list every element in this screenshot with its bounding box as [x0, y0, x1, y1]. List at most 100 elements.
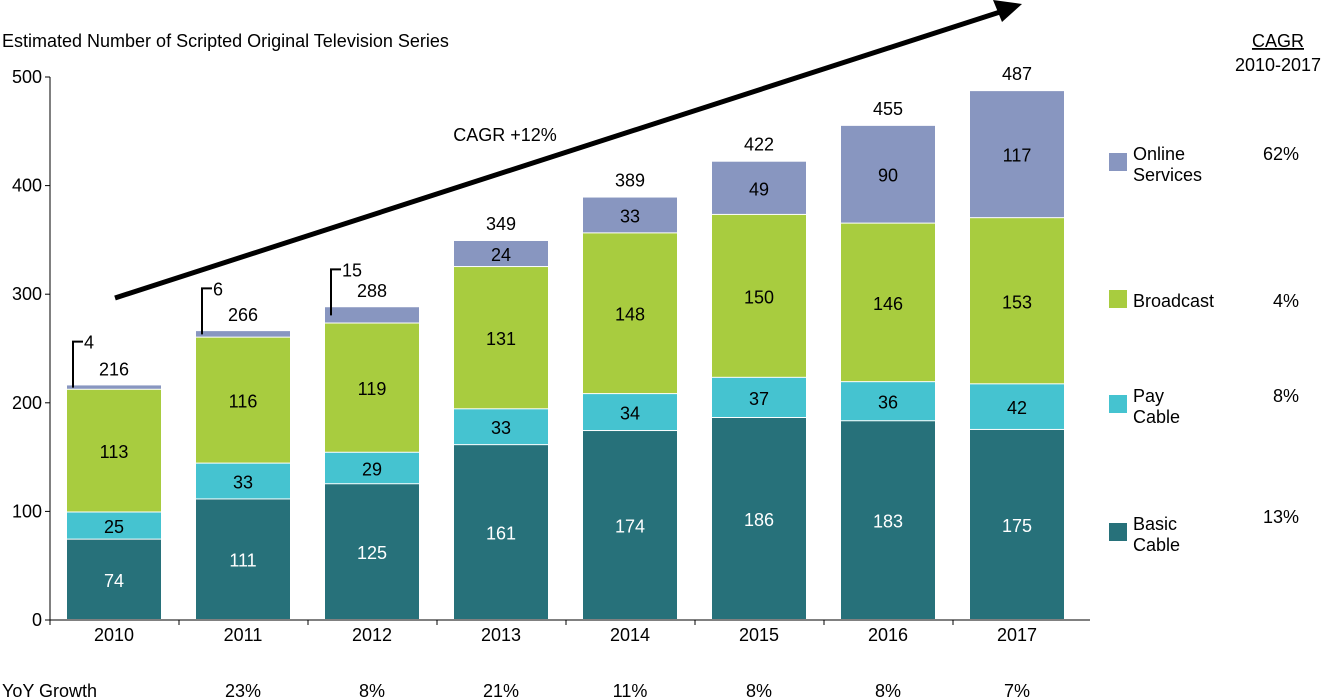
yoy-value: 21% — [483, 681, 519, 699]
total-label: 389 — [615, 171, 645, 191]
yoy-value: 23% — [225, 681, 261, 699]
x-tick-label: 2010 — [94, 625, 134, 645]
data-label: 33 — [491, 418, 511, 438]
total-label: 216 — [99, 359, 129, 379]
cagr-period: 2010-2017 — [1235, 55, 1321, 75]
bar-segment — [970, 384, 1064, 429]
total-label: 487 — [1002, 64, 1032, 84]
leader-line — [72, 340, 83, 388]
data-label: 42 — [1007, 398, 1027, 418]
y-tick-label: 400 — [12, 176, 42, 196]
bar-segment — [196, 331, 290, 337]
x-tick-label: 2012 — [352, 625, 392, 645]
data-label: 34 — [620, 404, 640, 424]
data-label: 161 — [486, 524, 516, 544]
bar-segment — [841, 223, 935, 382]
bar-segment — [196, 499, 290, 619]
yoy-value: 8% — [359, 681, 385, 699]
data-label: 174 — [615, 517, 645, 537]
bar-segment — [454, 445, 548, 619]
legend-label: Cable — [1133, 535, 1180, 555]
cagr-value: 13% — [1263, 507, 1299, 527]
data-label: 183 — [873, 512, 903, 532]
data-label: 131 — [486, 329, 516, 349]
data-label: 175 — [1002, 516, 1032, 536]
data-label: 29 — [362, 460, 382, 480]
bar-segment — [583, 431, 677, 619]
data-label: 186 — [744, 510, 774, 530]
data-label: 146 — [873, 294, 903, 314]
data-label: 148 — [615, 305, 645, 325]
bar-segment — [67, 389, 161, 512]
x-tick-label: 2016 — [868, 625, 908, 645]
total-label: 455 — [873, 99, 903, 119]
yoy-value: 8% — [746, 681, 772, 699]
bar-segment — [196, 337, 290, 463]
data-label: 49 — [749, 179, 769, 199]
cagr-annotation: CAGR +12% — [453, 125, 557, 145]
data-label: 113 — [100, 442, 129, 462]
total-label: 349 — [486, 214, 516, 234]
bar-segment — [841, 421, 935, 619]
bar-segment — [583, 394, 677, 431]
data-label: 33 — [620, 206, 640, 226]
data-label: 111 — [229, 551, 256, 571]
bar-segment — [454, 240, 548, 267]
yoy-value: 11% — [613, 681, 648, 699]
legend-swatch — [1109, 395, 1127, 413]
leader-line — [330, 268, 341, 316]
data-label: 6 — [213, 279, 223, 299]
bar-segment — [67, 512, 161, 539]
x-tick-label: 2013 — [481, 625, 521, 645]
bar-segment — [970, 91, 1064, 218]
legend-label: Broadcast — [1133, 291, 1214, 311]
bar-segment — [67, 385, 161, 389]
y-tick-label: 100 — [12, 501, 42, 521]
bar-segment — [712, 161, 806, 214]
bar-segment — [841, 382, 935, 421]
bar-segment — [712, 377, 806, 418]
y-tick-label: 300 — [12, 284, 42, 304]
bar-segment — [454, 267, 548, 409]
yoy-label: YoY Growth — [2, 681, 97, 699]
data-label: 90 — [878, 166, 898, 186]
total-label: 288 — [357, 281, 387, 301]
bar-segment — [196, 463, 290, 499]
data-label: 150 — [744, 287, 774, 307]
bar-segment — [583, 233, 677, 394]
leader-line — [201, 287, 212, 335]
x-tick-label: 2015 — [739, 625, 779, 645]
bar-segment — [67, 539, 161, 619]
y-tick-label: 0 — [32, 610, 42, 630]
bar-segment — [970, 218, 1064, 384]
data-label: 153 — [1002, 292, 1032, 312]
bar-segment — [325, 307, 419, 323]
cagr-value: 4% — [1273, 291, 1299, 311]
legend-swatch — [1109, 153, 1127, 171]
data-label: 125 — [357, 543, 387, 563]
bar-segment — [325, 484, 419, 619]
y-tick-label: 200 — [12, 393, 42, 413]
x-tick-label: 2014 — [610, 625, 650, 645]
legend-label: Services — [1133, 165, 1202, 185]
data-label: 33 — [233, 473, 253, 493]
data-label: 36 — [878, 393, 898, 413]
bar-segment — [970, 429, 1064, 619]
data-label: 119 — [358, 379, 387, 399]
bar-segment — [454, 409, 548, 445]
data-label: 25 — [104, 517, 124, 537]
data-label: 116 — [229, 392, 258, 412]
bar-segment — [325, 323, 419, 452]
legend-label: Pay — [1133, 386, 1164, 406]
total-label: 422 — [744, 135, 774, 155]
legend-swatch — [1109, 290, 1127, 308]
total-label: 266 — [228, 305, 258, 325]
data-label: 117 — [1003, 146, 1032, 166]
trend-arrow — [114, 0, 1022, 301]
data-label: 4 — [84, 333, 94, 353]
data-label: 37 — [749, 389, 769, 409]
bar-segment — [325, 452, 419, 484]
bar-segment — [841, 125, 935, 223]
data-label: 15 — [342, 260, 362, 280]
